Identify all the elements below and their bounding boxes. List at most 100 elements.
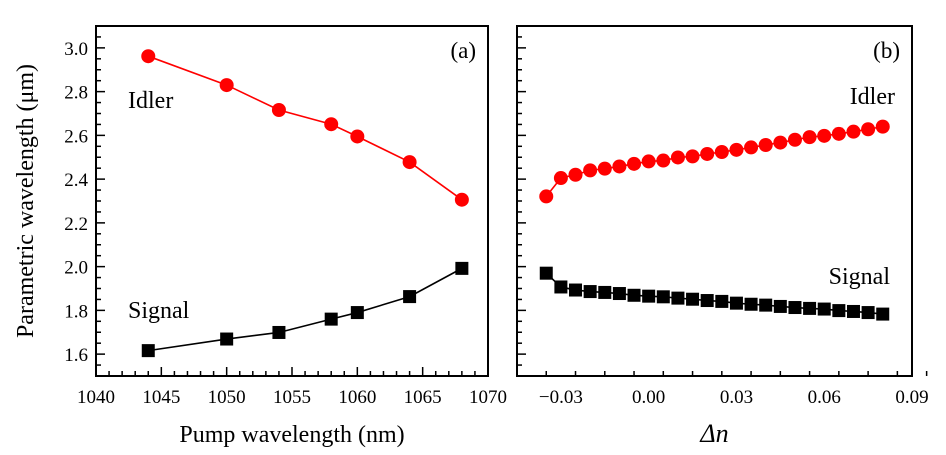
plot-frame (516, 25, 913, 377)
data-point (729, 142, 744, 157)
series-label: Idler (850, 84, 895, 110)
data-point (700, 294, 714, 308)
data-point (271, 103, 286, 117)
x-tick-label: 1045 (142, 387, 180, 408)
y-tick-label: 1.6 (64, 345, 88, 366)
data-point (788, 301, 802, 315)
data-point (656, 153, 671, 168)
x-tick-label: 1070 (469, 387, 507, 408)
series-label: Signal (128, 298, 190, 324)
data-point (685, 149, 700, 164)
data-point (627, 156, 642, 171)
x-axis-label: Pump wavelength (nm) (179, 422, 404, 448)
data-point (597, 161, 612, 176)
data-point (656, 290, 670, 304)
data-point (700, 146, 715, 161)
x-tick-label: 1065 (404, 387, 442, 408)
data-point (875, 119, 890, 134)
data-point (715, 294, 729, 308)
data-point (454, 192, 469, 207)
data-point (861, 306, 875, 320)
series-label: Idler (128, 88, 173, 114)
x-tick-label: 1060 (338, 387, 376, 408)
data-point (402, 155, 417, 170)
series-label: Signal (829, 264, 891, 290)
data-point (802, 130, 817, 145)
x-tick-label: 1040 (77, 387, 115, 408)
data-point (670, 150, 685, 165)
data-point (141, 49, 156, 64)
data-point (272, 325, 286, 339)
data-point (324, 117, 339, 132)
panel-a: 1.6 1.8 2.0 2.2 2.4 2.6 2.8 3.0 1040 1045 1050 1055… (13, 25, 507, 448)
x-tick-label: 1050 (208, 387, 246, 408)
data-point (219, 78, 234, 93)
y-tick-label: 2.2 (64, 214, 88, 235)
data-point (642, 289, 656, 303)
data-point (744, 297, 758, 311)
x-tick-label: 1055 (273, 387, 311, 408)
x-axis-label: Δn (699, 419, 728, 448)
data-point (671, 291, 685, 305)
data-point (612, 287, 626, 301)
data-point (817, 128, 832, 143)
x-tick-label: 0.09 (895, 387, 928, 408)
data-point (773, 299, 787, 313)
data-point (324, 312, 338, 326)
x-tick-label: 0.06 (808, 387, 841, 408)
x-tick-label: 0.03 (720, 387, 753, 408)
y-axis-label: Parametric wavelength (μm) (13, 64, 39, 338)
data-point (455, 261, 469, 275)
data-point (831, 126, 846, 141)
panel-label: (b) (873, 38, 900, 63)
y-tick-label: 2.6 (64, 126, 88, 147)
data-point (569, 283, 583, 297)
data-point (403, 290, 417, 304)
data-point (141, 344, 155, 358)
panel-label: (a) (450, 38, 476, 63)
series-line (545, 125, 883, 197)
data-point (758, 138, 773, 152)
x-tick-label: 0.00 (632, 387, 665, 408)
data-point (350, 306, 364, 320)
data-point (539, 266, 553, 280)
x-tick-label: −0.03 (539, 387, 583, 408)
series-signal: Signal (539, 264, 891, 321)
data-point (598, 285, 612, 299)
data-point (350, 129, 365, 144)
data-point (612, 159, 627, 174)
series-line (147, 55, 463, 201)
data-point (583, 285, 597, 299)
data-point (832, 304, 846, 318)
data-point (729, 296, 743, 310)
series-idler: Idler (539, 84, 895, 204)
y-tick-label: 2.4 (64, 170, 88, 191)
series-line (148, 267, 463, 352)
series-signal: Signal (128, 261, 469, 358)
data-point (686, 292, 700, 306)
data-point (714, 145, 729, 159)
data-point (627, 288, 641, 302)
data-point (803, 301, 817, 315)
y-tick-label: 1.8 (64, 301, 88, 322)
data-point (759, 298, 773, 312)
y-tick-label: 2.8 (64, 83, 88, 104)
data-point (817, 302, 831, 316)
data-point (641, 154, 656, 169)
data-point (846, 124, 861, 139)
data-point (876, 307, 890, 321)
data-point (861, 122, 876, 137)
data-point (553, 171, 568, 186)
data-point (773, 135, 788, 150)
data-point (583, 163, 598, 178)
data-point (846, 304, 860, 318)
y-tick-label: 3.0 (64, 39, 88, 60)
data-point (220, 332, 234, 346)
data-point (539, 189, 554, 204)
data-point (744, 140, 759, 155)
data-point (568, 167, 583, 182)
y-tick-label: 2.0 (64, 258, 88, 279)
data-point (787, 132, 802, 147)
series-idler: Idler (128, 49, 469, 207)
